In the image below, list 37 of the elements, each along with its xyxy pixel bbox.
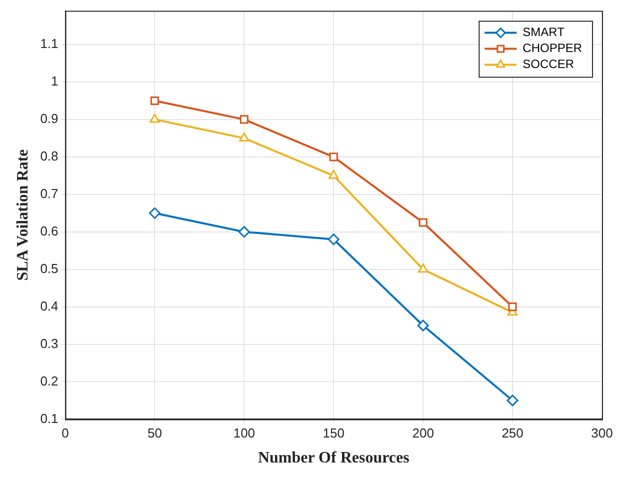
point xyxy=(239,132,250,142)
point xyxy=(418,264,428,273)
point xyxy=(508,302,517,312)
y-tick-label: 0.1 xyxy=(40,410,58,426)
y-axis-title: SLA Voilation Rate xyxy=(14,149,32,281)
point xyxy=(328,170,339,179)
point xyxy=(418,218,428,227)
y-tick-label: 0.7 xyxy=(40,186,58,201)
y-tick-label: 1 xyxy=(51,74,58,89)
point xyxy=(329,152,338,162)
point xyxy=(150,96,160,106)
y-tick-label: 0.4 xyxy=(40,298,58,314)
point xyxy=(150,114,160,123)
x-axis-title: Number Of Resources xyxy=(258,450,410,467)
point xyxy=(506,394,518,406)
x-tick-label: 300 xyxy=(591,426,613,441)
x-tick-label: 250 xyxy=(502,426,524,441)
legend-label: SOCCER xyxy=(522,57,574,72)
y-tick-label: 0.2 xyxy=(40,373,58,388)
x-tick-label: 50 xyxy=(147,426,162,441)
y-tick-label: 0.6 xyxy=(40,223,58,238)
x-tick-label: 150 xyxy=(322,426,344,441)
y-tick-label: 0.8 xyxy=(40,148,58,164)
legend-label: CHOPPER xyxy=(522,41,582,56)
y-tick-label: 0.5 xyxy=(40,260,58,276)
x-tick-label: 200 xyxy=(412,426,434,441)
legend-label: SMART xyxy=(522,25,566,40)
point xyxy=(238,226,250,238)
point xyxy=(328,234,340,246)
point xyxy=(417,320,429,332)
point xyxy=(240,115,248,124)
x-tick-label: 0 xyxy=(62,426,69,441)
y-tick-label: 1.1 xyxy=(40,36,58,52)
y-tick-label: 0.9 xyxy=(40,111,58,126)
y-tick-label: 0.3 xyxy=(40,336,58,351)
x-tick-label: 100 xyxy=(233,426,256,441)
point xyxy=(148,207,160,219)
